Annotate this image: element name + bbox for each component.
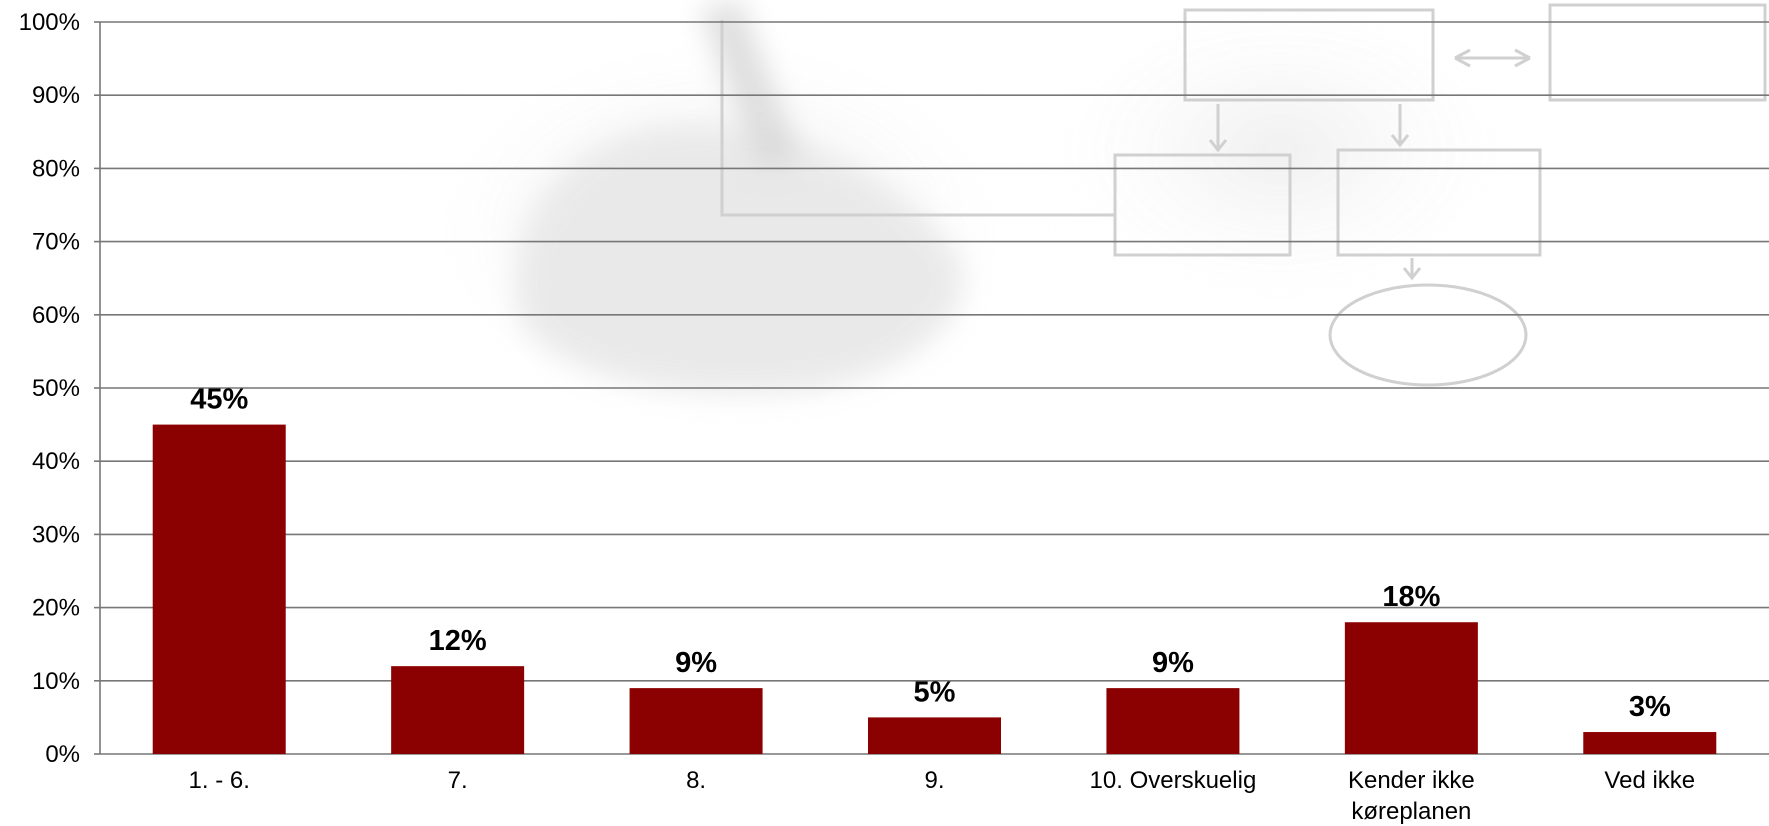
y-tick-label: 70% (32, 229, 80, 256)
data-label: 45% (190, 384, 248, 416)
data-label: 9% (1152, 647, 1194, 679)
data-labels: 45% 12% 9% 5% 9% 18% 3% (190, 384, 1671, 723)
data-label: 5% (914, 676, 956, 708)
x-tick-label: 7. (448, 767, 468, 794)
y-tick-label: 100% (19, 9, 80, 36)
data-label: 12% (429, 625, 487, 657)
x-axis-labels: 1. - 6. 7. 8. 9. 10. Overskuelig Kender ikke k… (189, 767, 1696, 825)
bar (1583, 732, 1717, 754)
data-label: 9% (675, 647, 717, 679)
x-tick-label: 9. (924, 767, 944, 794)
y-tick-label: 20% (32, 595, 80, 622)
background-hand-sketch-image (400, 0, 1767, 440)
y-tick-label: 30% (32, 521, 80, 548)
x-tick-label: 1. - 6. (189, 767, 250, 794)
bar (1106, 688, 1240, 754)
bar (629, 688, 763, 754)
y-tick-label: 0% (45, 741, 80, 768)
data-label: 18% (1382, 581, 1440, 613)
x-tick-label: Kender ikke (1348, 767, 1475, 794)
bar (152, 424, 286, 754)
y-tick-label: 10% (32, 668, 80, 695)
y-tick-label: 40% (32, 448, 80, 475)
x-tick-label: 10. Overskuelig (1090, 767, 1257, 794)
bars (152, 424, 1717, 754)
y-axis-ticks: 0% 10% 20% 30% 40% 50% 60% 70% 80% 90% 100% (19, 9, 80, 768)
bar (868, 717, 1001, 754)
data-label: 3% (1629, 691, 1671, 723)
y-tick-label: 50% (32, 375, 80, 402)
x-tick-label: Ved ikke (1604, 767, 1695, 794)
gridlines (94, 21, 1769, 755)
y-tick-label: 90% (32, 82, 80, 109)
bar (391, 666, 525, 754)
y-tick-label: 60% (32, 302, 80, 329)
x-tick-label: 8. (686, 767, 706, 794)
x-tick-label: køreplanen (1351, 798, 1471, 825)
y-tick-label: 80% (32, 155, 80, 182)
bar (1344, 622, 1478, 754)
